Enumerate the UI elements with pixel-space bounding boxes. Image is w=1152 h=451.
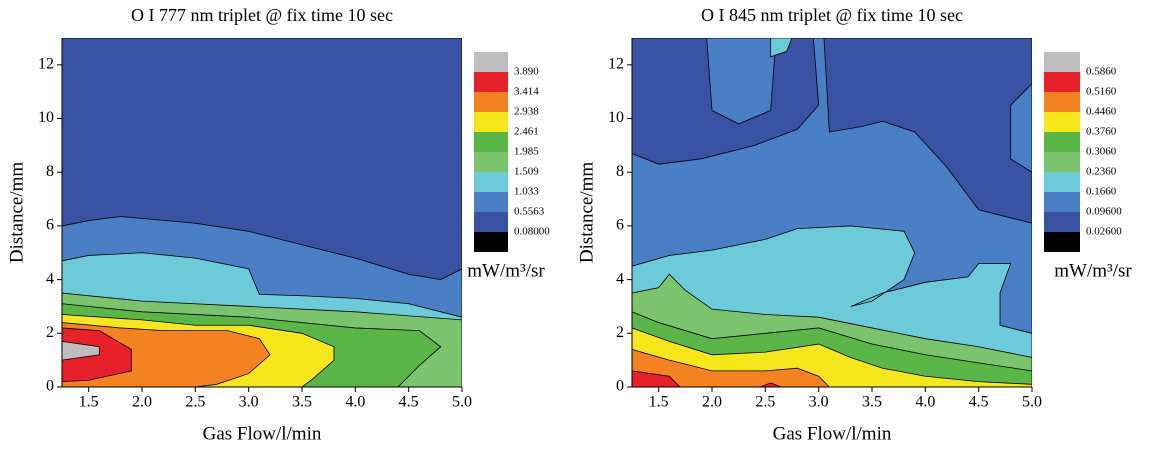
y-tick-label: 2 — [46, 324, 54, 341]
x-tick-label: 3.0 — [239, 394, 259, 411]
colorbar-label: 0.3760 — [1086, 126, 1117, 138]
contour-region — [632, 370, 681, 387]
colorbar-block — [474, 112, 508, 132]
colorbar-block — [474, 92, 508, 112]
x-tick-label: 1.5 — [79, 394, 99, 411]
x-tick-label: 3.0 — [809, 394, 829, 411]
colorbar-block — [474, 132, 508, 152]
colorbar-label: 1.985 — [514, 146, 539, 158]
colorbar-label: 0.02600 — [1086, 226, 1122, 238]
colorbar-block — [474, 52, 508, 72]
colorbar-label: 0.2360 — [1086, 166, 1117, 178]
colorbar-block — [474, 232, 508, 252]
contour-regions — [632, 38, 1032, 387]
x-axis-title: Gas Flow/l/min — [773, 423, 892, 444]
colorbar-label: 0.5860 — [1086, 66, 1117, 78]
colorbar-unit: mW/m³/sr — [467, 260, 545, 281]
colorbar-label: 0.5563 — [514, 206, 545, 218]
colorbar-block — [1044, 192, 1080, 212]
x-tick-label: 4.0 — [345, 394, 365, 411]
contour-region — [759, 382, 782, 387]
x-tick-label: 4.0 — [915, 394, 935, 411]
y-tick-label: 2 — [616, 324, 624, 341]
colorbar-label: 3.414 — [514, 86, 539, 98]
x-tick-label: 2.5 — [185, 394, 205, 411]
y-tick-label: 8 — [616, 163, 624, 180]
colorbar-block — [1044, 152, 1080, 172]
y-axis-title: Distance/mm — [6, 162, 27, 264]
contour-region — [770, 38, 793, 58]
colorbar-label: 1.509 — [514, 166, 539, 178]
x-axis-title: Gas Flow/l/min — [203, 423, 322, 444]
contour-region — [632, 38, 820, 165]
contour-region — [823, 38, 1032, 224]
contour-regions — [62, 38, 462, 387]
y-tick-label: 12 — [38, 56, 54, 73]
contour-chart: 1.5 2.0 2.5 3.0 3.5 4.0 4.5 5.0 0 2 4 6 8 10 12 O I 845… — [576, 5, 1132, 444]
colorbar-label: 2.938 — [514, 106, 539, 118]
colorbar-block — [1044, 132, 1080, 152]
contour-region — [62, 340, 100, 361]
x-tick-label: 2.5 — [755, 394, 775, 411]
colorbar-label: 0.5160 — [1086, 86, 1117, 98]
x-tick-label: 1.5 — [649, 394, 669, 411]
y-tick-label: 4 — [616, 270, 624, 287]
y-tick-label: 4 — [46, 270, 54, 287]
y-tick-label: 10 — [608, 109, 624, 126]
colorbar-block — [1044, 112, 1080, 132]
y-tick-label: 0 — [616, 378, 624, 395]
colorbar-block — [1044, 172, 1080, 192]
colorbar-block — [1044, 72, 1080, 92]
colorbar-block — [1044, 92, 1080, 112]
colorbar-label: 0.08000 — [514, 226, 550, 238]
chart-title: O I 777 nm triplet @ fix time 10 sec — [131, 5, 393, 25]
colorbar-label: 0.3060 — [1086, 146, 1117, 158]
contour-chart: 1.5 2.0 2.5 3.0 3.5 4.0 4.5 5.0 0 2 4 6 8 10 12 O I 777… — [6, 5, 550, 444]
x-tick-label: 5.0 — [452, 394, 472, 411]
colorbar-block — [1044, 52, 1080, 72]
y-tick-label: 6 — [616, 217, 624, 234]
x-tick-label: 4.5 — [969, 394, 989, 411]
colorbar-block — [1044, 212, 1080, 232]
colorbar-block — [474, 192, 508, 212]
y-tick-label: 8 — [46, 163, 54, 180]
contour-region — [632, 348, 830, 387]
y-axis-title: Distance/mm — [576, 162, 597, 264]
colorbar-block — [474, 172, 508, 192]
colorbar-label: 0.09600 — [1086, 206, 1122, 218]
colorbar-label: 0.4460 — [1086, 106, 1117, 118]
colorbar-block — [474, 72, 508, 92]
colorbar-label: 0.1660 — [1086, 186, 1117, 198]
colorbar-block — [474, 152, 508, 172]
y-tick-label: 12 — [608, 56, 624, 73]
colorbar-label: 1.033 — [514, 186, 539, 198]
x-tick-label: 2.0 — [132, 394, 152, 411]
colorbar-block — [1044, 232, 1080, 252]
x-tick-label: 4.5 — [399, 394, 419, 411]
colorbar-block — [474, 212, 508, 232]
x-tick-label: 2.0 — [702, 394, 722, 411]
x-tick-label: 3.5 — [862, 394, 882, 411]
colorbar-unit: mW/m³/sr — [1054, 260, 1132, 281]
chart-title: O I 845 nm triplet @ fix time 10 sec — [701, 5, 963, 25]
y-tick-label: 0 — [46, 378, 54, 395]
y-tick-label: 6 — [46, 217, 54, 234]
y-tick-label: 10 — [38, 109, 54, 126]
x-tick-label: 3.5 — [292, 394, 312, 411]
colorbar-label: 3.890 — [514, 66, 539, 78]
colorbar-label: 2.461 — [514, 126, 539, 138]
x-tick-label: 5.0 — [1022, 394, 1042, 411]
